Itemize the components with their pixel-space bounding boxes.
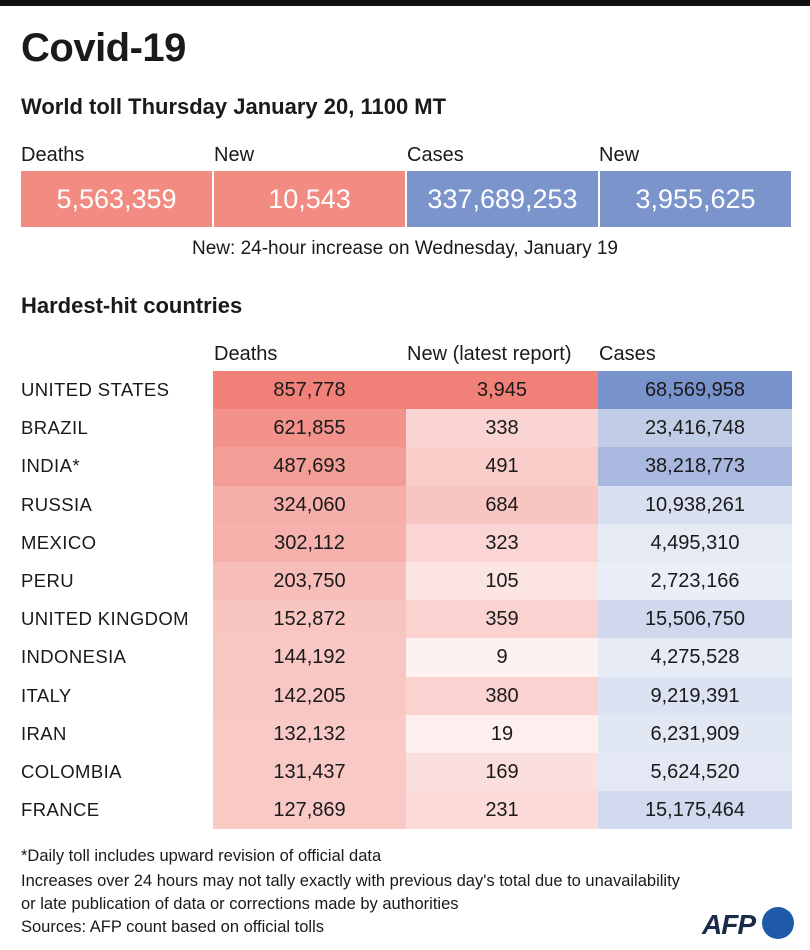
- table-row: COLOMBIA 131,437 169 5,624,520: [0, 752, 810, 792]
- cases-cell: 6,231,909: [598, 714, 792, 753]
- country-name: ITALY: [21, 684, 72, 706]
- country-name: IRAN: [21, 722, 67, 744]
- footnote-increases-2: or late publication of data or correctio…: [21, 895, 459, 913]
- table-row: INDIA* 487,693 491 38,218,773: [0, 447, 810, 486]
- cases-cell: 68,569,958: [598, 371, 792, 410]
- footnote-revision: *Daily toll includes upward revision of …: [21, 847, 382, 865]
- countries-table: UNITED STATES 857,778 3,945 68,569,958 BRAZI…: [0, 371, 810, 830]
- new-cases-box: 3,955,625: [600, 171, 791, 227]
- new-deaths-cell: 3,945: [406, 371, 598, 410]
- cases-cell: 4,495,310: [598, 523, 792, 562]
- deaths-cell: 302,112: [213, 523, 406, 562]
- cases-cell: 2,723,166: [598, 561, 792, 601]
- new-deaths-cell: 359: [406, 600, 598, 639]
- table-row: FRANCE 127,869 231 15,175,464: [0, 791, 810, 830]
- new-deaths-cell: 169: [406, 752, 598, 792]
- cases-cell: 9,219,391: [598, 676, 792, 715]
- new-deaths-label: New: [214, 144, 255, 166]
- table-row: IRAN 132,132 19 6,231,909: [0, 714, 810, 753]
- deaths-cell: 487,693: [213, 447, 406, 486]
- cases-cell: 5,624,520: [598, 752, 792, 792]
- cases-cell: 4,275,528: [598, 638, 792, 677]
- deaths-cell: 132,132: [213, 714, 406, 753]
- country-name: INDONESIA: [21, 646, 127, 668]
- top-bar: [0, 0, 810, 6]
- deaths-cell: 203,750: [213, 561, 406, 601]
- table-row: MEXICO 302,112 323 4,495,310: [0, 523, 810, 562]
- country-name: FRANCE: [21, 799, 100, 821]
- table-row: INDONESIA 144,192 9 4,275,528: [0, 638, 810, 677]
- new-deaths-cell: 491: [406, 447, 598, 486]
- footnote-increases-1: Increases over 24 hours may not tally ex…: [21, 872, 680, 890]
- country-name: INDIA*: [21, 455, 80, 477]
- subtitle: World toll Thursday January 20, 1100 MT: [21, 94, 447, 119]
- cases-label: Cases: [407, 144, 464, 166]
- table-row: UNITED STATES 857,778 3,945 68,569,958: [0, 371, 810, 410]
- table-row: ITALY 142,205 380 9,219,391: [0, 676, 810, 715]
- cases-cell: 15,506,750: [598, 600, 792, 639]
- deaths-cell: 857,778: [213, 371, 406, 410]
- deaths-cell: 127,869: [213, 791, 406, 830]
- deaths-cell: 152,872: [213, 600, 406, 639]
- country-name: PERU: [21, 569, 74, 591]
- table-row: UNITED KINGDOM 152,872 359 15,506,750: [0, 600, 810, 639]
- new-deaths-box: 10,543: [214, 171, 405, 227]
- total-cases-box: 337,689,253: [407, 171, 598, 227]
- new-deaths-cell: 380: [406, 676, 598, 715]
- column-header-cases: Cases: [599, 343, 656, 365]
- totals-note: New: 24-hour increase on Wednesday, Janu…: [192, 238, 618, 259]
- cases-cell: 15,175,464: [598, 791, 792, 830]
- total-deaths-box: 5,563,359: [21, 171, 212, 227]
- new-deaths-cell: 323: [406, 523, 598, 562]
- new-cases-label: New: [599, 144, 640, 166]
- deaths-cell: 144,192: [213, 638, 406, 677]
- deaths-cell: 621,855: [213, 409, 406, 448]
- column-header-deaths: Deaths: [214, 343, 278, 365]
- afp-logo-text: AFP: [702, 909, 756, 940]
- country-name: MEXICO: [21, 531, 97, 553]
- table-row: BRAZIL 621,855 338 23,416,748: [0, 409, 810, 448]
- country-name: UNITED KINGDOM: [21, 608, 189, 630]
- deaths-cell: 142,205: [213, 676, 406, 715]
- deaths-cell: 131,437: [213, 752, 406, 792]
- country-name: BRAZIL: [21, 417, 89, 439]
- afp-logo-globe-icon: [762, 907, 794, 939]
- column-header-new: New (latest report): [407, 343, 572, 365]
- table-row: PERU 203,750 105 2,723,166: [0, 561, 810, 601]
- new-deaths-cell: 105: [406, 561, 598, 601]
- table-row: RUSSIA 324,060 684 10,938,261: [0, 485, 810, 524]
- country-name: UNITED STATES: [21, 379, 170, 400]
- new-deaths-cell: 684: [406, 485, 598, 524]
- deaths-cell: 324,060: [213, 485, 406, 524]
- new-deaths-cell: 338: [406, 409, 598, 448]
- page-title: Covid-19: [21, 26, 186, 70]
- deaths-label: Deaths: [21, 144, 85, 166]
- country-name: RUSSIA: [21, 493, 93, 515]
- new-deaths-cell: 9: [406, 638, 598, 677]
- cases-cell: 23,416,748: [598, 409, 792, 448]
- country-name: COLOMBIA: [21, 760, 122, 782]
- new-deaths-cell: 231: [406, 791, 598, 830]
- afp-logo: AFP: [702, 905, 794, 943]
- section-title: Hardest-hit countries: [21, 293, 243, 318]
- cases-cell: 10,938,261: [598, 485, 792, 524]
- new-deaths-cell: 19: [406, 714, 598, 753]
- footnote-sources: Sources: AFP count based on official tol…: [21, 918, 324, 936]
- cases-cell: 38,218,773: [598, 447, 792, 486]
